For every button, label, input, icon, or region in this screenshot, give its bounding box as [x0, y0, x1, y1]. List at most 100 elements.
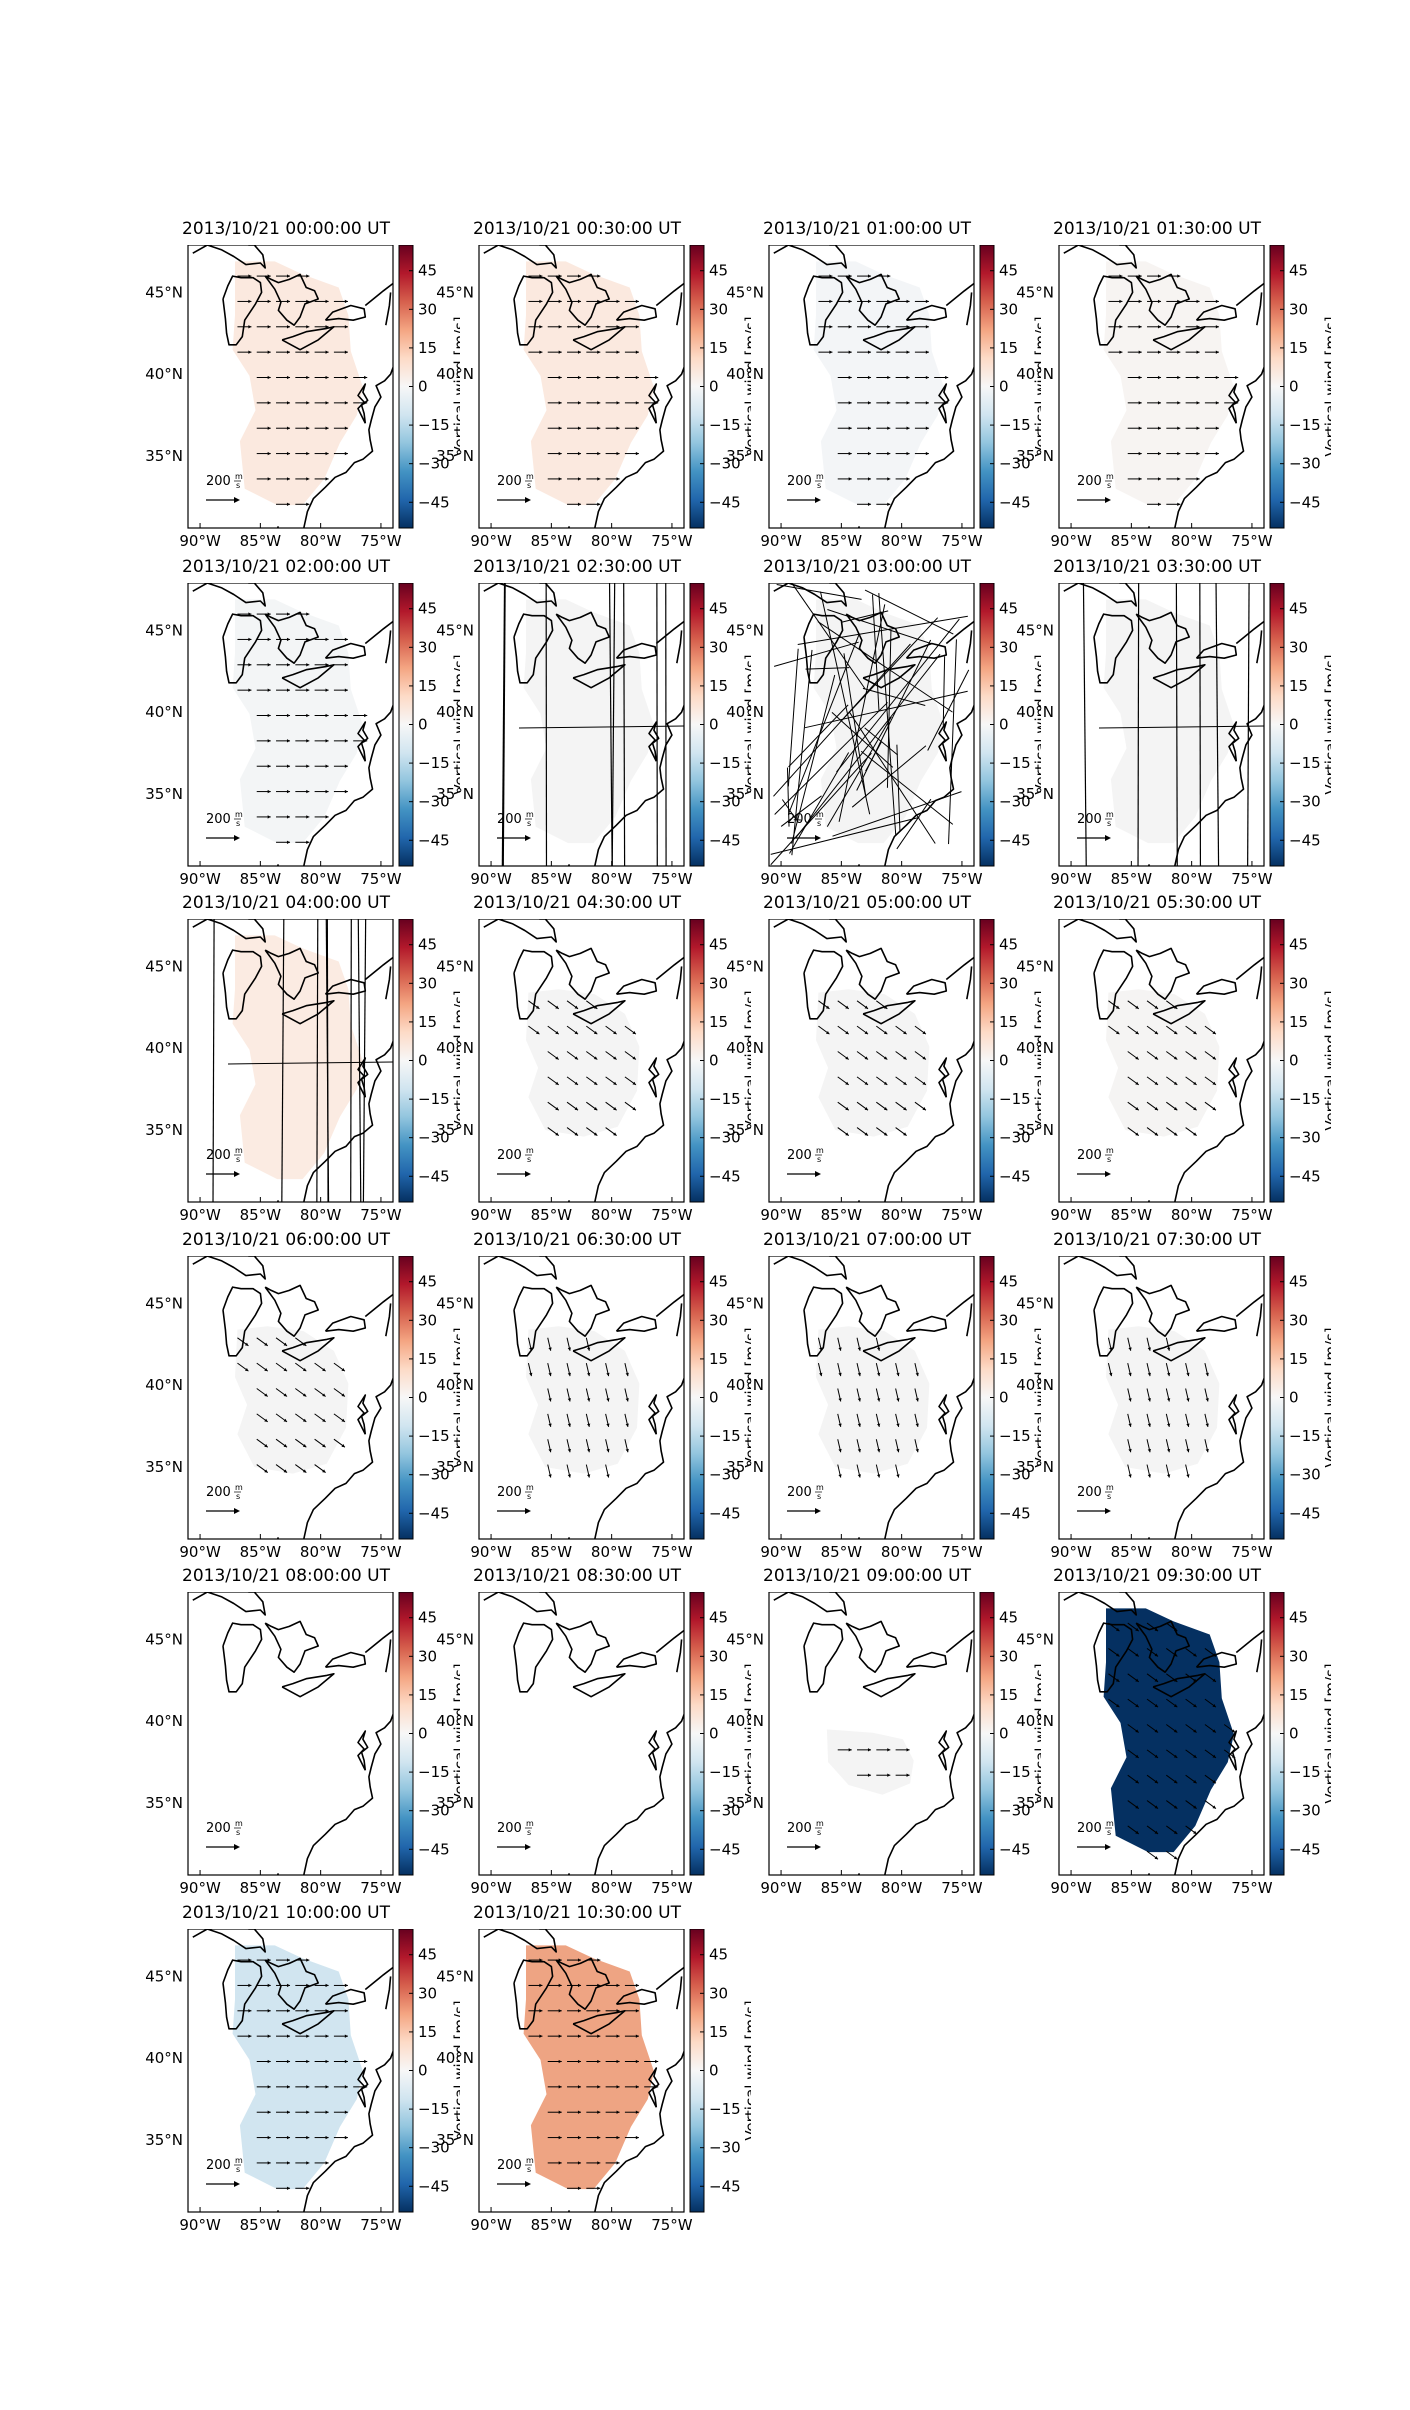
- colorbar-tick-label: 30: [709, 974, 728, 992]
- wind-arrowhead: [906, 477, 910, 481]
- wind-arrowhead: [264, 1444, 268, 1448]
- coastline: [945, 1293, 974, 1318]
- colorbar-tick-label: −45: [418, 2177, 450, 2195]
- map-frame: [478, 1929, 685, 2213]
- coastline: [1195, 978, 1238, 995]
- colorbar-tick-label: 0: [709, 378, 719, 396]
- wind-arrowhead: [558, 1983, 562, 1988]
- vertical-wind-field: [523, 599, 654, 844]
- map-plot: 200 ms 90°W 85°W 80°W 75°W 45°N 40°N 35°N 45 30 15 0…: [1016, 919, 1331, 1224]
- wind-arrowhead: [1193, 1653, 1197, 1657]
- wind-arrowhead: [922, 1030, 926, 1035]
- lon-tick-label: 85°W: [531, 1879, 573, 1897]
- reference-vector: 200 ms: [787, 1146, 824, 1177]
- coastline: [905, 304, 948, 321]
- wind-arrowhead: [925, 299, 929, 304]
- lon-tick-label: 80°W: [300, 1543, 342, 1561]
- wind-arrowhead: [1138, 451, 1142, 456]
- wind-arrowhead: [1173, 1678, 1178, 1682]
- wind-arrowhead: [244, 1342, 249, 1346]
- wind-arrowhead: [597, 325, 601, 329]
- lon-tick-label: 90°W: [760, 1206, 802, 1224]
- vertical-wind-field: [526, 1326, 640, 1474]
- wind-arrowhead: [306, 375, 310, 380]
- wind-arrowhead: [1215, 426, 1219, 430]
- colorbar-tick-label: −15: [999, 1090, 1031, 1108]
- wind-arrowhead: [593, 1132, 598, 1136]
- wind-arrowhead: [286, 2186, 291, 2190]
- colorbar-tick-label: 45: [709, 936, 728, 954]
- wind-arrowhead: [1173, 1132, 1178, 1136]
- wind-arrowhead: [325, 426, 329, 430]
- wind-arrowhead: [286, 325, 291, 329]
- panel-title: 2013/10/21 06:30:00 UT: [473, 1230, 681, 1250]
- colorbar-tick-label: −30: [1289, 455, 1321, 473]
- wind-arrowhead: [283, 1393, 288, 1397]
- coastline: [281, 2010, 335, 2035]
- colorbar-label: Vertical wind [m/s]: [451, 2000, 460, 2140]
- vertical-wind-field: [1106, 989, 1220, 1137]
- colorbar-tick-label: 0: [1289, 378, 1299, 396]
- colorbar-label: Vertical wind [m/s]: [451, 1327, 460, 1467]
- wind-arrowhead: [1212, 1780, 1216, 1784]
- wind-arrowhead: [635, 2059, 639, 2064]
- coastline: [385, 1639, 392, 1673]
- wind-arrowhead: [344, 451, 348, 456]
- artifact-line: [819, 591, 871, 815]
- reference-vector: 200 ms: [1077, 472, 1114, 503]
- wind-arrowhead: [616, 299, 620, 304]
- colorbar-tick-label: −15: [418, 1763, 450, 1781]
- wind-arrowhead: [344, 2110, 348, 2114]
- map-plot: 200 ms 90°W 85°W 80°W 75°W 45°N 40°N 35°N 45 30 15 0…: [436, 583, 751, 888]
- coastline: [884, 1039, 974, 1202]
- coastline: [1135, 947, 1190, 1000]
- wind-arrowhead: [1173, 1081, 1178, 1085]
- wind-arrowhead: [286, 2161, 291, 2165]
- reference-value: 200: [1077, 474, 1102, 489]
- wind-arrowhead: [848, 426, 852, 430]
- colorbar: 45 30 15 0 −15 −30 −45 Vertical wind [m/s]: [1269, 1592, 1331, 1876]
- wind-arrowhead: [906, 1748, 910, 1752]
- lat-tick-label: 35°N: [726, 785, 764, 803]
- wind-arrowhead: [244, 1367, 249, 1372]
- wind-arrowhead: [1193, 1780, 1197, 1784]
- wind-arrowhead: [286, 688, 291, 692]
- artifact-line: [780, 795, 822, 827]
- wind-arrowhead: [1215, 451, 1219, 456]
- wind-arrowhead: [325, 2059, 329, 2064]
- wind-arrowhead: [635, 1983, 639, 1988]
- coastline: [803, 949, 844, 1020]
- wind-arrowhead: [635, 350, 639, 354]
- wind-arrowhead: [915, 1423, 919, 1427]
- coastline: [1195, 1315, 1238, 1332]
- colorbar-tick-label: −30: [709, 1466, 741, 1484]
- wind-arrowhead: [267, 325, 271, 329]
- wind-arrowhead: [632, 1107, 636, 1111]
- wind-arrowhead: [322, 1367, 326, 1372]
- coastline: [385, 966, 392, 1000]
- vertical-wind-field: [235, 1326, 349, 1474]
- wind-arrowhead: [857, 1474, 861, 1478]
- wind-arrowhead: [1212, 1703, 1216, 1708]
- wind-arrowhead: [896, 1372, 900, 1377]
- colorbar-tick-label: −45: [418, 1504, 450, 1522]
- coastline: [357, 1730, 369, 1771]
- wind-arrowhead: [606, 1372, 610, 1377]
- wind-arrowhead: [593, 1107, 598, 1111]
- reference-unit-numerator: m: [526, 472, 534, 481]
- wind-arrowhead: [1173, 1703, 1178, 1708]
- wind-arrowhead: [867, 426, 872, 430]
- wind-arrowhead: [1186, 1423, 1190, 1427]
- wind-arrowhead: [286, 612, 291, 616]
- vertical-wind-field: [816, 989, 930, 1137]
- wind-arrowhead: [567, 1372, 571, 1377]
- coastline: [513, 1959, 554, 2030]
- wind-arrowhead: [286, 2009, 291, 2013]
- wind-arrowhead: [325, 637, 329, 642]
- reference-vector: 200 ms: [206, 472, 243, 503]
- wind-arrowhead: [1177, 502, 1181, 506]
- wind-arrowhead: [597, 2186, 601, 2190]
- wind-arrowhead: [267, 637, 271, 642]
- wind-arrowhead: [344, 2135, 348, 2140]
- wind-arrowhead: [1147, 1372, 1151, 1377]
